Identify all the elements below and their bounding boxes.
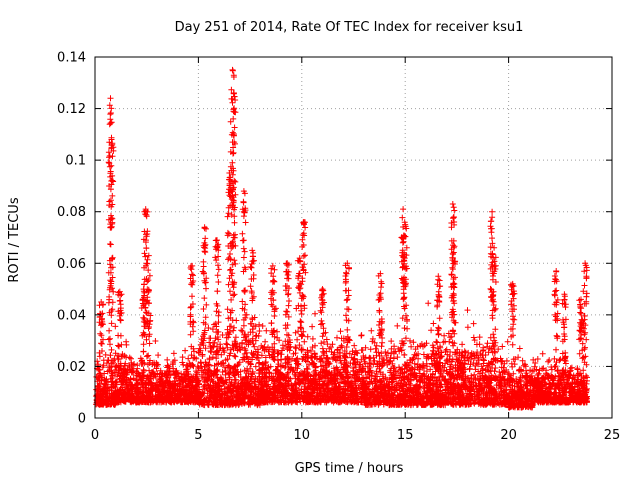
x-axis-label: GPS time / hours (295, 461, 404, 476)
x-tick-label: 0 (91, 428, 99, 443)
x-tick-label: 15 (397, 428, 414, 443)
y-tick-label: 0.14 (57, 51, 86, 66)
axis-ticks: 0 5 10 15 20 25 0 0.02 0.04 0.06 0.08 0.1 0.12 0.14 (57, 51, 620, 444)
y-tick-label: 0.02 (57, 360, 86, 375)
y-tick-label: 0.12 (57, 102, 86, 117)
x-tick-label: 25 (604, 428, 621, 443)
chart-title: Day 251 of 2014, Rate Of TEC Index for r… (175, 20, 524, 35)
x-tick-label: 5 (194, 428, 202, 443)
x-tick-label: 20 (500, 428, 517, 443)
x-tick-label: 10 (294, 428, 311, 443)
y-tick-label: 0 (78, 412, 86, 427)
y-tick-label: 0.1 (65, 154, 86, 169)
y-tick-label: 0.04 (57, 308, 86, 323)
data-points (93, 66, 590, 411)
roti-points (93, 66, 590, 411)
y-tick-label: 0.06 (57, 257, 86, 272)
y-tick-label: 0.08 (57, 205, 86, 220)
y-axis-label: ROTI / TECUs (7, 197, 22, 282)
plot-frame (94, 56, 613, 419)
